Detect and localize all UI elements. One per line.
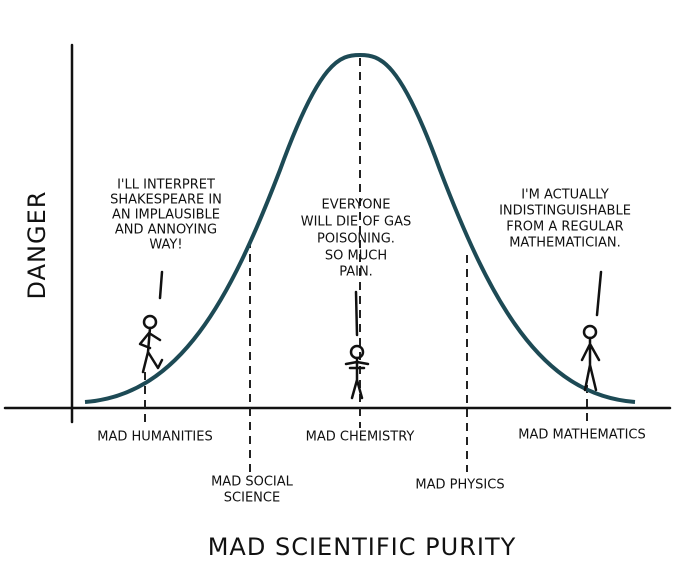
stick-figure: [580, 324, 601, 392]
speech-text: WILL DIE OF GAS: [301, 215, 412, 230]
stick-figure: [138, 314, 164, 374]
speech-text: WAY!: [149, 238, 182, 253]
speech-text: SHAKESPEARE IN: [110, 193, 222, 208]
stick-figure: [344, 344, 370, 400]
speech-text: PAIN.: [339, 265, 373, 280]
speech-tail: [158, 270, 164, 300]
y-axis-label: DANGER: [23, 191, 51, 300]
speech-text: SO MUCH: [325, 249, 387, 264]
speech-text: I'M ACTUALLY: [521, 188, 609, 203]
category-label: SCIENCE: [224, 491, 280, 506]
category-label: MAD PHYSICS: [415, 478, 504, 493]
speech-text: MATHEMATICIAN.: [509, 236, 621, 251]
speech-text: INDISTINGUISHABLE: [499, 204, 631, 219]
category-label: MAD SOCIAL: [211, 475, 294, 490]
category-label: MAD CHEMISTRY: [306, 430, 415, 445]
speech-tail: [354, 290, 359, 337]
category-label: MAD MATHEMATICS: [518, 428, 646, 443]
speech-text: FROM A REGULAR: [506, 220, 623, 235]
speech-text: AND ANNOYING: [115, 223, 217, 238]
speech-tail: [595, 270, 603, 317]
speech-text: POISONING.: [317, 232, 395, 247]
bell-curve: [84, 52, 636, 404]
speech-text: AN IMPLAUSIBLE: [112, 208, 220, 223]
x-axis-label: MAD SCIENTIFIC PURITY: [208, 533, 517, 561]
category-label: MAD HUMANITIES: [97, 430, 212, 445]
speech-text: EVERYONE: [322, 198, 391, 213]
speech-text: I'LL INTERPRET: [117, 178, 215, 193]
